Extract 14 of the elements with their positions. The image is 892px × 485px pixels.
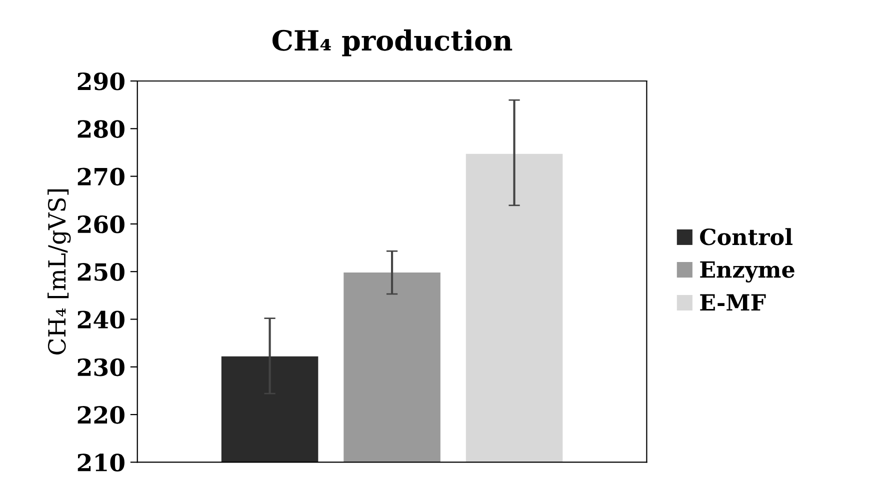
- legend-label: E-MF: [700, 294, 766, 311]
- y-tick-label: 230: [78, 358, 124, 376]
- y-tick-label: 210: [78, 454, 124, 472]
- y-tick-label: 270: [78, 168, 124, 186]
- chart-title: CH₄ production: [272, 29, 512, 56]
- y-tick-label: 250: [78, 263, 124, 281]
- y-tick-label: 220: [78, 406, 124, 424]
- y-tick-label: 260: [78, 215, 124, 234]
- y-axis-title: CH₄ [mL/gVS]: [48, 189, 71, 354]
- y-tick-label: 290: [78, 72, 124, 90]
- y-tick-label: 240: [78, 310, 124, 329]
- legend-label: Enzyme: [700, 261, 794, 283]
- legend-label: Control: [700, 228, 792, 246]
- y-tick-label: 280: [78, 120, 124, 138]
